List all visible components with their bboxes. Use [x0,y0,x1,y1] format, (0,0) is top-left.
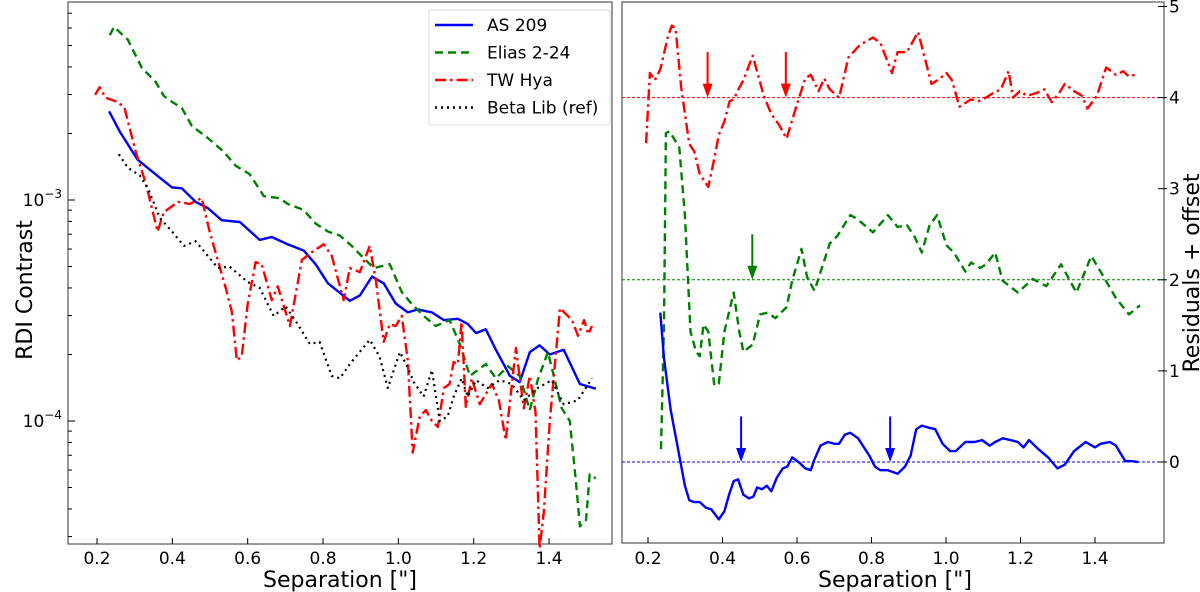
left-line-tw-hya [94,86,594,550]
left-x-tick-label: 1.2 [460,549,487,569]
legend-box [428,9,611,126]
right-x-tick-label: 0.6 [783,549,810,569]
left-line-elias-2-24 [108,25,597,528]
right-x-tick-label: 0.2 [634,549,661,569]
legend-label-beta-lib-ref: Beta Lib (ref) [487,99,598,119]
arrow-head [747,265,758,280]
right-x-axis-label: Separation ["] [818,568,972,592]
right-x-tick-label: 1.2 [1007,549,1034,569]
left-x-tick-label: 0.4 [159,549,186,569]
left-panel: 0.2 0.4 0.6 0.8 1.0 1.2 1.4 10−4 10−3 RDI Contra… [13,1,613,592]
left-line-beta-lib-ref [117,153,593,423]
arrow-marker [736,416,747,462]
arrow-head [780,83,791,98]
legend-label-tw-hya: TW Hya [486,71,553,91]
right-y-tick-label: 3 [1169,180,1180,200]
legend-label-as-209: AS 209 [487,16,547,36]
left-y-axis-label: RDI Contrast [13,220,38,360]
right-y-tick-label: 1 [1169,362,1180,382]
right-x-tick-label: 1.4 [1081,549,1108,569]
right-line-tw-hya [644,24,1135,189]
right-line-as-209 [659,312,1139,521]
left-y-tick-label: 10−4 [23,408,62,432]
left-x-tick-label: 1.4 [536,549,563,569]
right-x-tick-label: 1.0 [932,549,959,569]
right-y-tick-label: 5 [1169,0,1180,18]
right-y-tick-label: 2 [1169,271,1180,291]
arrow-head [736,448,747,462]
left-series-group [94,25,597,550]
left-x-tick-label: 0.8 [309,549,336,569]
arrow-marker [885,416,896,462]
left-x-tick-label: 0.2 [83,549,110,569]
left-x-tick-label: 1.0 [385,549,412,569]
arrow-marker [747,234,758,280]
arrow-marker [780,52,791,98]
arrow-markers [702,52,896,462]
left-x-tick-label: 0.6 [234,549,261,569]
arrow-head [885,448,896,462]
right-y-tick-label: 0 [1169,453,1180,473]
legend: AS 209 Elias 2-24 TW Hya Beta Lib (ref) [428,9,611,126]
right-axis-ticks: 0.2 0.4 0.6 0.8 1.0 1.2 1.4 0 1 2 3 4 5 [634,0,1179,569]
right-panel: 0.2 0.4 0.6 0.8 1.0 1.2 1.4 0 1 2 3 4 5 Residuals + … [621,0,1200,592]
right-series-group [644,24,1141,521]
right-x-tick-label: 0.8 [858,549,885,569]
legend-items: AS 209 Elias 2-24 TW Hya Beta Lib (ref) [435,16,598,119]
right-y-tick-label: 4 [1169,89,1180,109]
arrow-marker [702,52,713,98]
right-y-axis-label: Residuals + offset [1180,173,1200,372]
right-line-elias-2-24 [659,130,1141,450]
left-line-as-209 [108,110,597,390]
arrow-head [702,83,713,98]
left-y-tick-label: 10−3 [23,187,62,211]
right-x-tick-label: 0.4 [709,549,736,569]
left-x-axis-label: Separation ["] [263,568,417,592]
legend-label-elias-2-24: Elias 2-24 [487,44,570,64]
left-axis-ticks: 0.2 0.4 0.6 0.8 1.0 1.2 1.4 10−4 10−3 [23,12,563,569]
reference-lines [622,97,1164,463]
